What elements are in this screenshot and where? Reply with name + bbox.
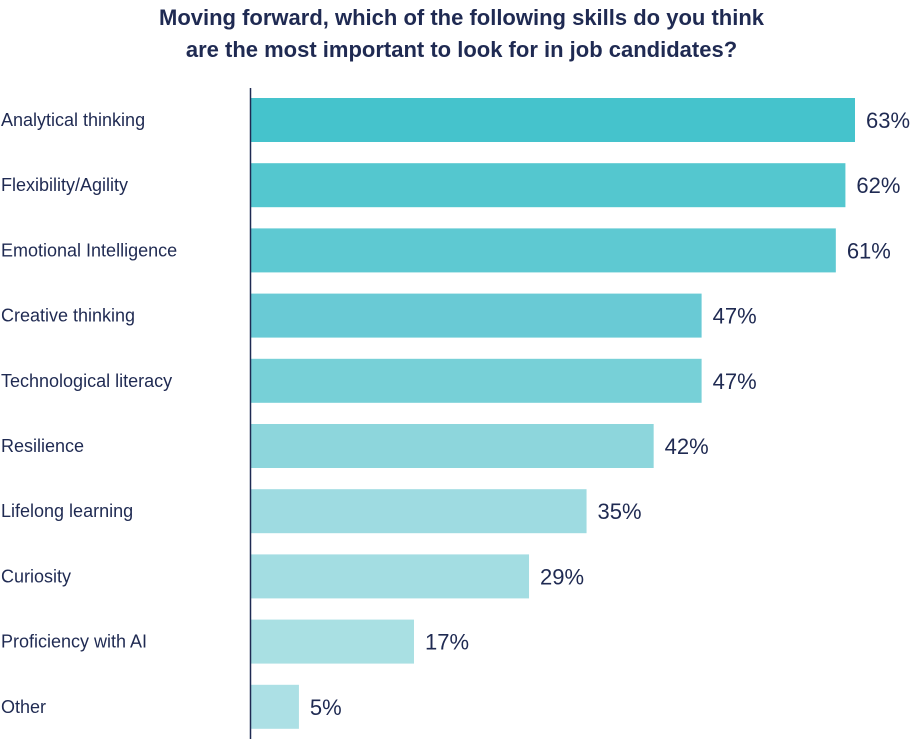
category-label: Lifelong learning	[1, 501, 133, 521]
category-label: Flexibility/Agility	[1, 175, 128, 195]
chart-title-line-2: are the most important to look for in jo…	[185, 37, 738, 62]
category-label: Emotional Intelligence	[1, 240, 177, 260]
value-label: 42%	[665, 434, 709, 459]
value-label: 47%	[713, 369, 757, 394]
bars-group: Analytical thinking 63% Flexibility/Agilit…	[1, 98, 910, 729]
value-label: 5%	[310, 695, 342, 720]
bar	[251, 293, 702, 338]
value-label: 35%	[598, 499, 642, 524]
value-label: 47%	[713, 304, 757, 329]
bar	[251, 684, 299, 729]
bar	[251, 424, 654, 468]
category-label: Other	[1, 697, 46, 717]
category-label: Creative thinking	[1, 306, 135, 326]
chart-title: Moving forward, which of the following s…	[0, 2, 923, 66]
bar	[251, 163, 846, 208]
category-label: Analytical thinking	[1, 110, 145, 130]
bar	[251, 98, 855, 142]
bar	[251, 554, 530, 599]
value-label: 62%	[856, 173, 900, 198]
bar	[251, 228, 836, 273]
value-label: 61%	[847, 238, 891, 263]
category-label: Curiosity	[1, 566, 71, 586]
bar	[251, 489, 587, 534]
bar	[251, 619, 414, 664]
bar	[251, 358, 702, 403]
category-label: Proficiency with AI	[1, 632, 147, 652]
value-label: 17%	[425, 630, 469, 655]
chart-title-line-1: Moving forward, which of the following s…	[159, 5, 764, 30]
category-label: Resilience	[1, 436, 84, 456]
category-label: Technological literacy	[1, 371, 172, 391]
value-label: 29%	[540, 564, 584, 589]
value-label: 63%	[866, 108, 910, 133]
